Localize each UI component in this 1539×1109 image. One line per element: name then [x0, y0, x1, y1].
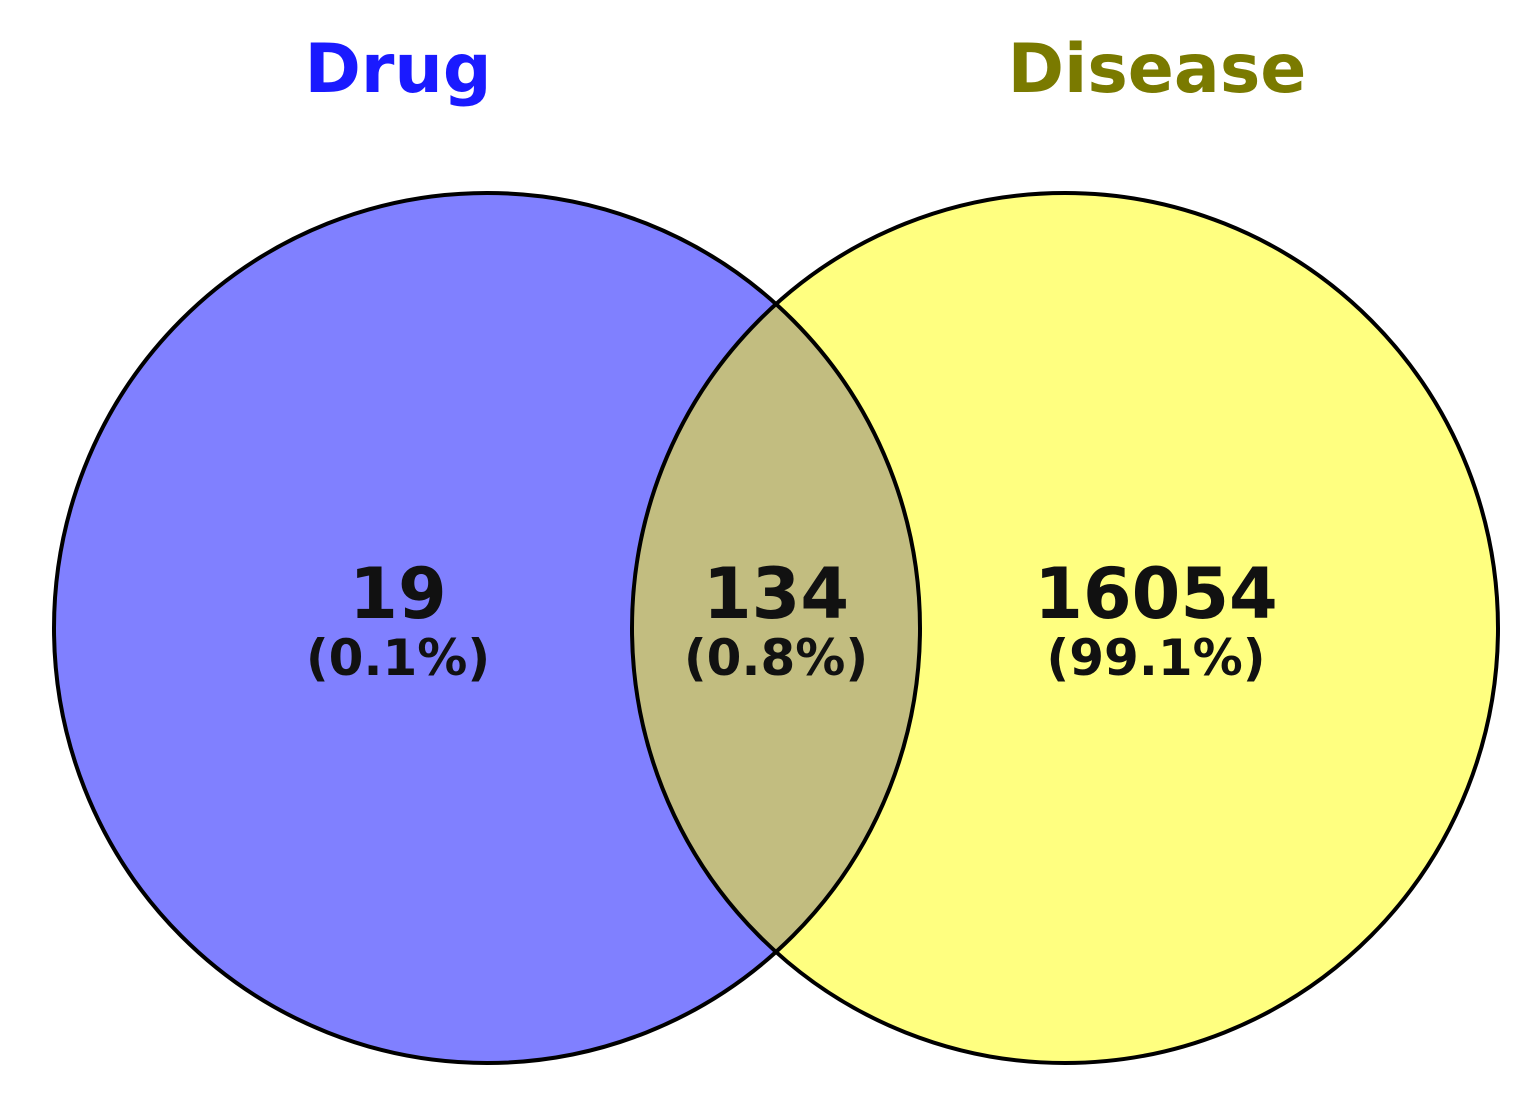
disease-only-percent: (99.1%) [1046, 629, 1265, 687]
disease-circle-outline [630, 191, 1500, 1065]
drug-set-title: Drug [304, 30, 491, 109]
intersection-count: 134 [703, 553, 849, 635]
intersection-percent: (0.8%) [684, 629, 868, 687]
overlap-region [632, 193, 920, 1063]
drug-only-count: 19 [349, 553, 446, 635]
drug-only-percent: (0.1%) [306, 629, 490, 687]
disease-set-title: Disease [1008, 30, 1307, 109]
drug-circle-outline [52, 191, 922, 1065]
disease-only-count: 16054 [1034, 553, 1278, 635]
